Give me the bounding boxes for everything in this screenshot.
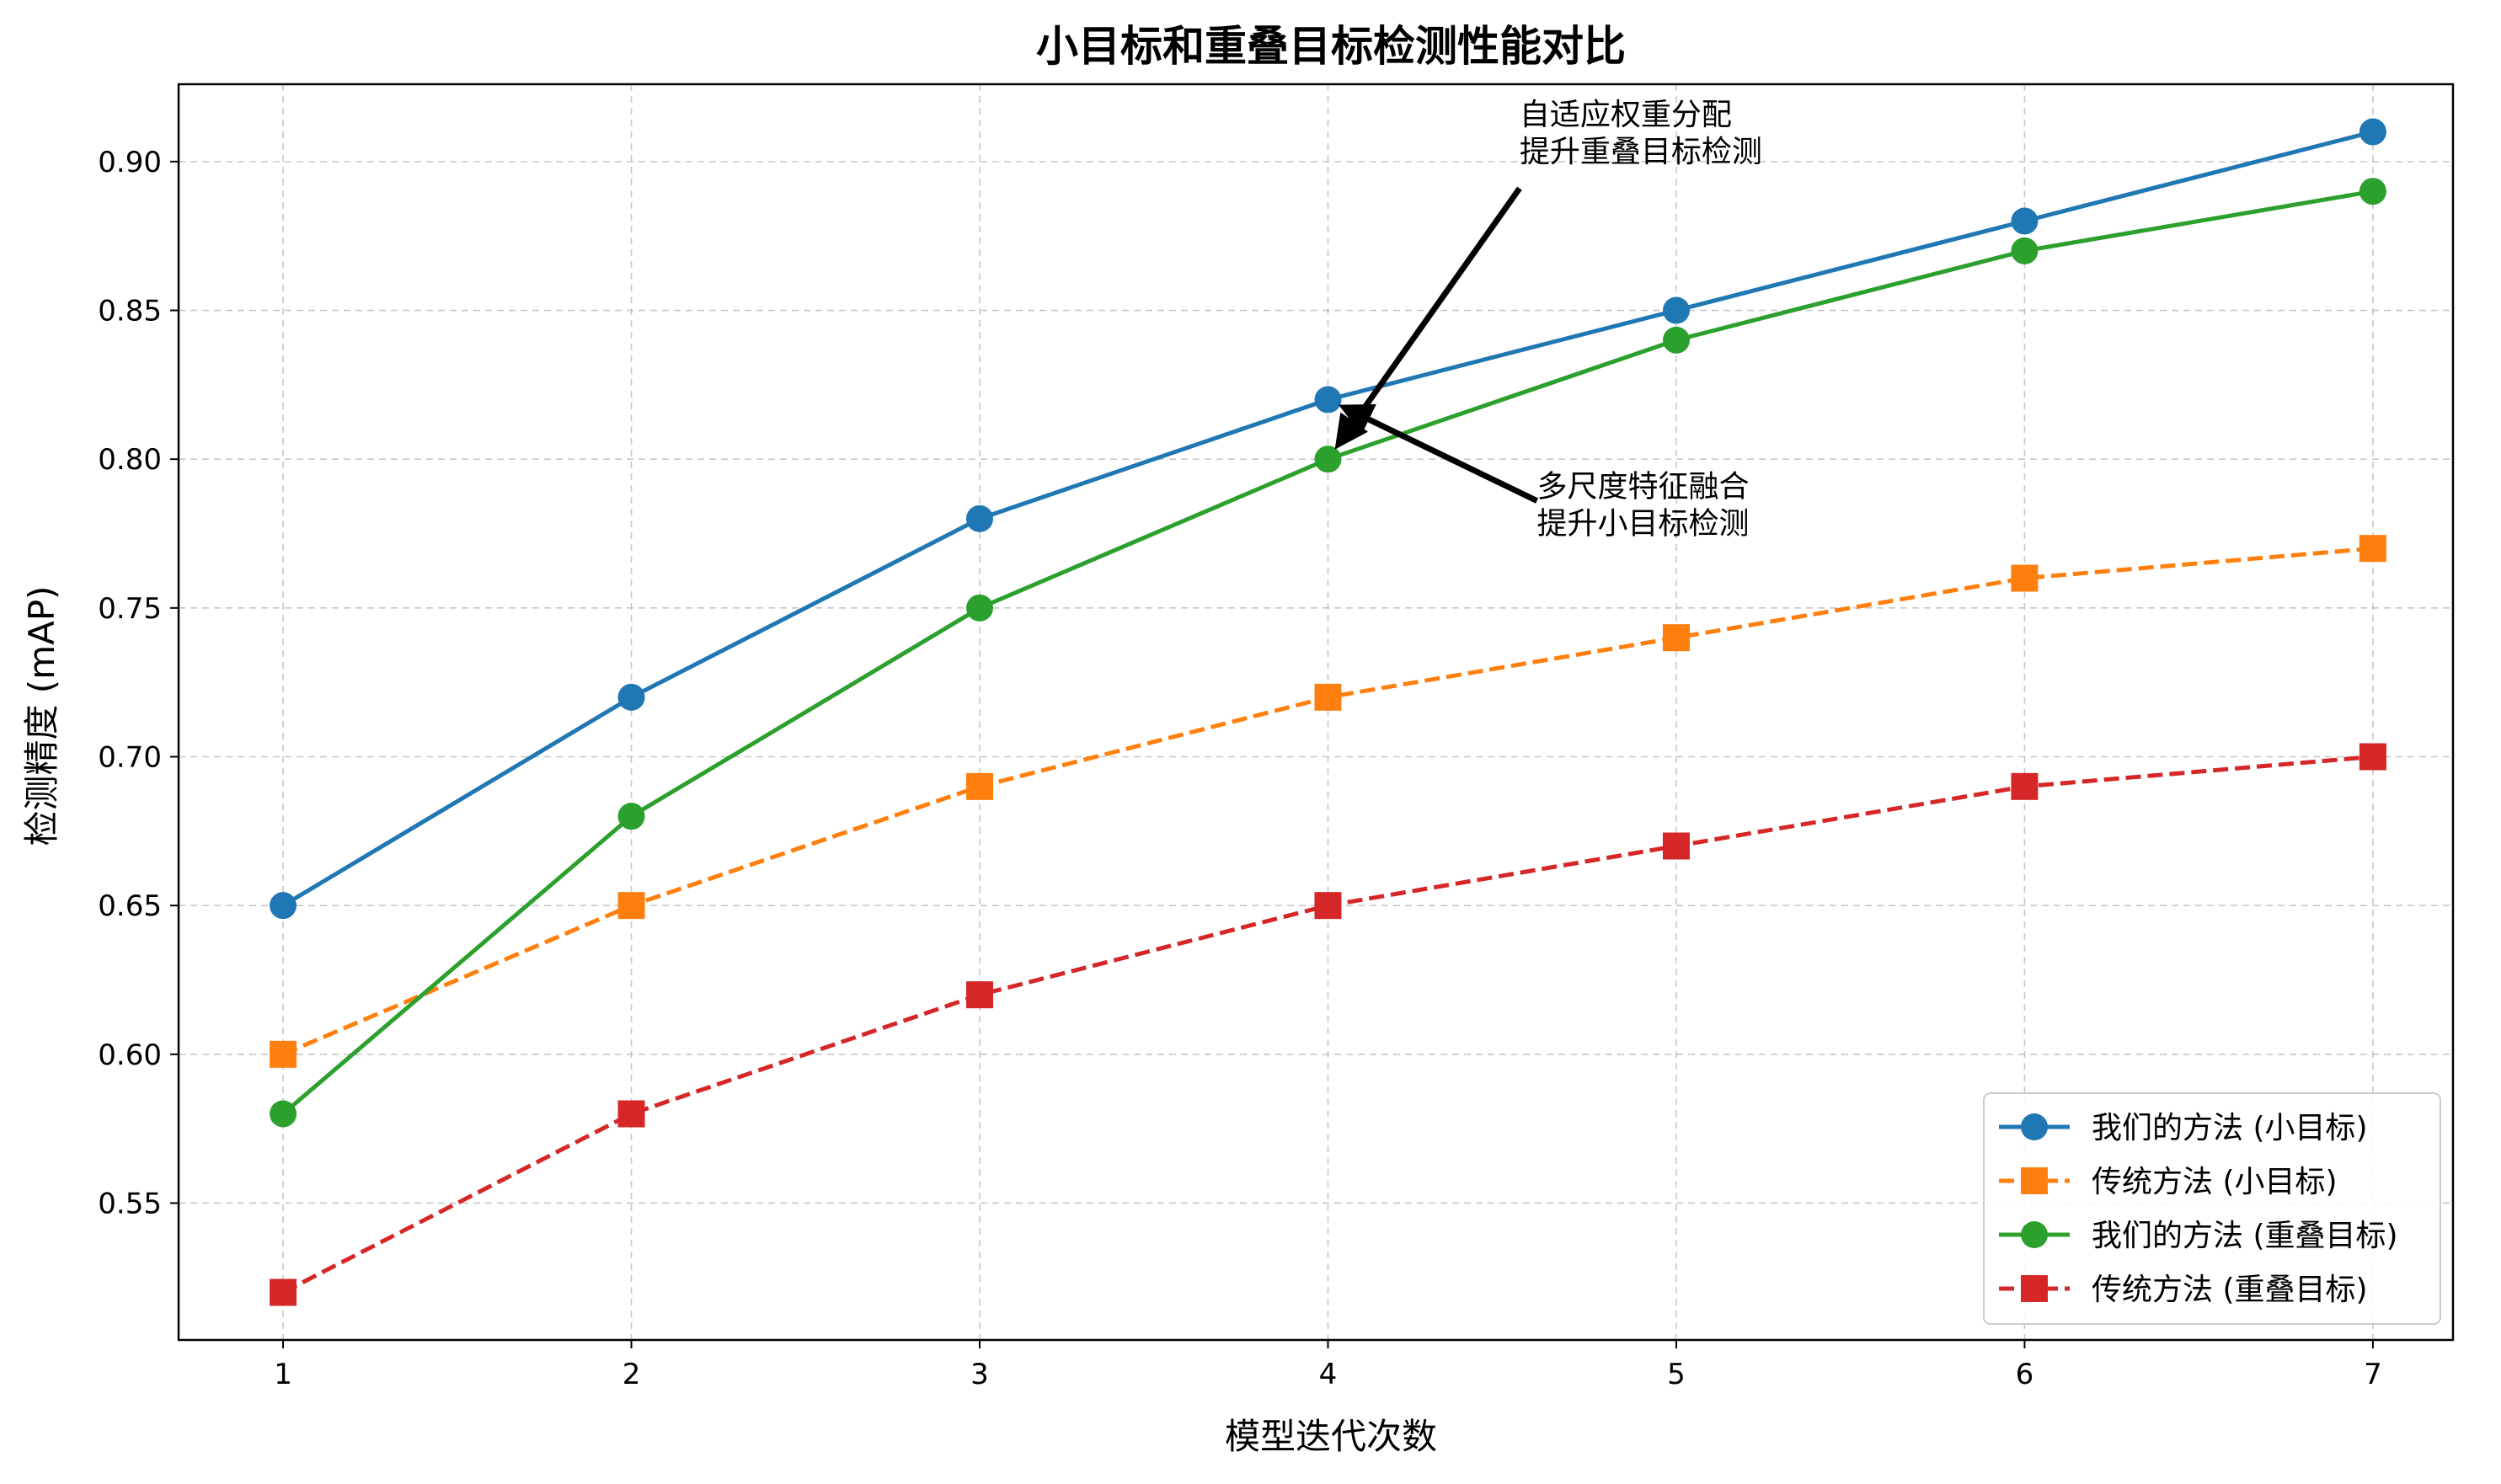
data-point <box>1662 624 1690 652</box>
data-point <box>2011 772 2039 800</box>
y-tick-label: 0.70 <box>98 740 162 774</box>
data-point <box>965 504 993 532</box>
y-tick-label: 0.65 <box>98 889 162 923</box>
series-layer <box>270 118 2386 1306</box>
data-point <box>965 772 993 800</box>
x-tick-label: 1 <box>274 1358 292 1391</box>
legend-marker <box>2021 1275 2048 1302</box>
data-point <box>270 892 297 920</box>
data-point <box>2011 237 2039 264</box>
y-tick-label: 0.75 <box>98 592 162 626</box>
data-point <box>2359 118 2386 146</box>
data-point <box>1662 832 1690 860</box>
data-point <box>2359 743 2386 771</box>
annotation-text: 提升重叠目标检测 <box>1520 135 1762 169</box>
data-point <box>1314 446 1342 473</box>
legend: 我们的方法 (小目标) 传统方法 (小目标) 我们的方法 (重叠目标) 传统方法 (重… <box>1983 1092 2441 1325</box>
legend-entry-2: 传统方法 (小目标) <box>1999 1165 2338 1199</box>
series-1 <box>270 118 2386 920</box>
y-tick-label: 0.80 <box>98 443 162 477</box>
legend-marker <box>2021 1113 2048 1140</box>
y-axis-label: 检测精度 (mAP) <box>21 585 62 846</box>
data-point <box>2011 207 2039 235</box>
x-tick-label: 7 <box>2364 1358 2382 1391</box>
plot-frame <box>177 83 2455 1342</box>
legend-marker <box>2021 1167 2048 1194</box>
series-line <box>281 130 2375 908</box>
annotation-text: 提升小目标检测 <box>1537 507 1750 542</box>
legend-entry-4: 传统方法 (重叠目标) <box>1999 1273 2368 1307</box>
legend-label: 我们的方法 (小目标) <box>2092 1111 2368 1145</box>
data-point <box>2359 535 2386 563</box>
legend-label: 我们的方法 (重叠目标) <box>2092 1219 2398 1253</box>
data-point <box>617 892 645 920</box>
data-point <box>2011 564 2039 592</box>
data-point <box>270 1040 297 1068</box>
data-point <box>270 1100 297 1128</box>
legend-marker <box>2021 1221 2048 1248</box>
data-point <box>1662 326 1690 354</box>
y-tick-label: 0.90 <box>98 146 162 179</box>
annotation-arrow-head <box>1339 404 1376 435</box>
annotation-text: 多尺度特征融合 <box>1537 470 1750 504</box>
chart-title: 小目标和重叠目标检测性能对比 <box>1036 22 1626 71</box>
x-tick-label: 3 <box>970 1358 989 1391</box>
annotation-arrow-shaft <box>1367 416 1539 504</box>
series-line <box>282 546 2374 1057</box>
axis-ticks: 1 2 3 4 5 6 7 0.55 0.60 0.65 0.70 0.75 0.80 0.85 0.90 <box>98 146 2381 1391</box>
x-tick-label: 5 <box>1667 1358 1686 1391</box>
series-4 <box>270 743 2386 1306</box>
legend-label: 传统方法 (重叠目标) <box>2092 1273 2368 1307</box>
data-point <box>1662 296 1690 324</box>
x-tick-label: 2 <box>623 1358 641 1391</box>
data-point <box>1314 386 1342 414</box>
legend-entry-1: 我们的方法 (小目标) <box>1999 1111 2368 1145</box>
legend-label: 传统方法 (小目标) <box>2092 1165 2338 1199</box>
y-tick-label: 0.60 <box>98 1038 162 1072</box>
data-point <box>617 683 645 711</box>
data-point <box>965 981 993 1009</box>
series-3 <box>270 178 2386 1128</box>
data-point <box>617 1100 645 1128</box>
data-point <box>1314 683 1342 711</box>
data-point <box>270 1278 297 1306</box>
x-tick-label: 6 <box>2016 1358 2034 1391</box>
data-point <box>965 594 993 622</box>
annotation-arrow-shaft <box>1351 186 1522 424</box>
legend-box <box>1983 1092 2441 1325</box>
annotation-arrow-head <box>1334 412 1368 450</box>
series-2 <box>270 535 2386 1068</box>
data-point <box>1314 892 1342 920</box>
x-tick-label: 4 <box>1319 1358 1338 1391</box>
legend-entry-3: 我们的方法 (重叠目标) <box>1999 1219 2398 1253</box>
y-tick-label: 0.55 <box>98 1187 162 1220</box>
annotation-text: 自适应权重分配 <box>1520 98 1732 132</box>
data-point <box>617 803 645 830</box>
data-point <box>2359 178 2386 206</box>
x-axis-label: 模型迭代次数 <box>1225 1416 1437 1457</box>
y-tick-label: 0.85 <box>98 295 162 328</box>
